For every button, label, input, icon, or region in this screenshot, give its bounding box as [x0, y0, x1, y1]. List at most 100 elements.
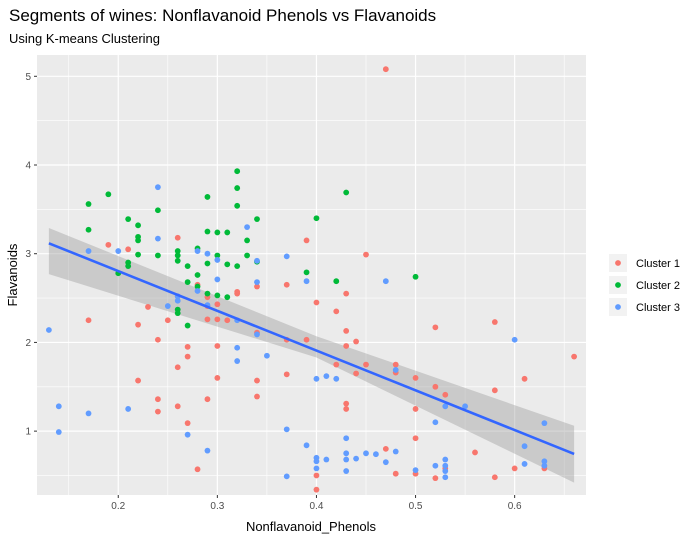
data-point-cluster-3	[234, 358, 241, 364]
data-point-cluster-1	[303, 336, 310, 343]
data-point-cluster-3	[323, 456, 330, 463]
data-point-cluster-1	[184, 420, 191, 427]
data-point-cluster-3	[283, 473, 290, 480]
data-point-cluster-3	[174, 297, 181, 304]
data-point-cluster-3	[541, 458, 548, 465]
data-point-cluster-3	[254, 279, 260, 285]
data-point-cluster-1	[303, 237, 310, 244]
data-point-cluster-2	[234, 263, 241, 270]
data-point-cluster-1	[135, 321, 141, 328]
data-point-cluster-3	[85, 248, 92, 254]
data-point-cluster-3	[333, 375, 340, 382]
data-point-cluster-3	[343, 468, 350, 474]
chart-title: Segments of wines: Nonflavanoid Phenols …	[9, 6, 436, 25]
data-point-cluster-1	[224, 317, 231, 324]
data-point-cluster-1	[214, 343, 221, 349]
y-tick-label: 5	[25, 72, 31, 83]
data-point-cluster-2	[224, 294, 231, 301]
data-point-cluster-1	[214, 375, 221, 381]
data-point-cluster-1	[333, 308, 340, 315]
data-point-cluster-2	[313, 215, 320, 222]
data-point-cluster-2	[85, 201, 92, 207]
data-point-cluster-3	[521, 443, 528, 450]
data-point-cluster-1	[442, 391, 449, 398]
data-point-cluster-1	[85, 317, 92, 324]
data-point-cluster-1	[511, 465, 518, 472]
confidence-band-layer	[48, 227, 575, 483]
data-point-cluster-1	[382, 445, 389, 452]
data-point-cluster-3	[511, 336, 518, 343]
data-point-cluster-1	[254, 393, 260, 400]
data-point-cluster-3	[204, 250, 211, 257]
data-point-cluster-3	[164, 303, 171, 309]
data-point-cluster-1	[432, 383, 439, 390]
data-point-cluster-3	[154, 235, 161, 242]
data-point-cluster-3	[442, 462, 449, 469]
data-point-cluster-3	[373, 451, 379, 458]
data-point-cluster-2	[184, 263, 191, 270]
data-point-cluster-1	[491, 387, 498, 394]
data-point-cluster-1	[234, 288, 241, 295]
data-point-cluster-3	[254, 331, 260, 338]
data-point-cluster-1	[154, 396, 161, 403]
data-point-cluster-2	[194, 272, 201, 278]
data-point-cluster-2	[234, 202, 241, 209]
y-tick-label: 4	[25, 161, 31, 172]
data-point-cluster-1	[343, 343, 350, 349]
data-point-cluster-1	[432, 475, 439, 482]
data-point-cluster-2	[194, 283, 201, 290]
legend-key-point	[615, 304, 621, 310]
data-point-cluster-3	[462, 403, 469, 410]
data-point-cluster-2	[224, 261, 231, 268]
data-point-cluster-2	[135, 237, 141, 244]
x-tick-label: 0.3	[210, 501, 224, 512]
legend-label-cluster-3: Cluster 3	[636, 302, 680, 314]
data-points	[45, 66, 578, 493]
x-axis-title: Nonflavanoid_Phenols	[246, 519, 377, 534]
data-point-cluster-2	[204, 290, 211, 297]
data-point-cluster-2	[85, 226, 92, 233]
data-point-cluster-2	[343, 189, 350, 196]
data-point-cluster-2	[204, 228, 211, 235]
x-tick-label: 0.6	[508, 501, 522, 512]
data-point-cluster-2	[303, 269, 310, 276]
chart-subtitle: Using K-means Clustering	[9, 31, 160, 46]
data-point-cluster-3	[154, 184, 161, 191]
x-axis-ticks: 0.2 0.3 0.4 0.5 0.6	[111, 495, 522, 512]
data-point-cluster-1	[204, 396, 211, 403]
data-point-cluster-3	[303, 278, 310, 285]
data-point-cluster-3	[45, 327, 52, 333]
data-point-cluster-2	[254, 216, 260, 223]
data-point-cluster-1	[412, 375, 419, 381]
data-point-cluster-2	[234, 185, 241, 191]
data-point-cluster-3	[55, 403, 62, 410]
data-point-cluster-1	[154, 336, 161, 343]
data-point-cluster-2	[204, 260, 211, 267]
data-point-cluster-1	[333, 361, 340, 368]
regression-line-layer	[48, 242, 575, 456]
data-point-cluster-1	[105, 241, 112, 248]
data-point-cluster-3	[353, 455, 359, 462]
data-point-cluster-3	[283, 426, 290, 433]
data-point-cluster-3	[214, 276, 221, 283]
data-point-cluster-2	[244, 252, 250, 259]
data-point-cluster-3	[382, 278, 389, 285]
data-point-cluster-3	[264, 352, 270, 359]
data-point-cluster-3	[313, 458, 320, 465]
data-point-cluster-1	[184, 343, 191, 350]
y-axis-ticks: 1 2 3 4 5	[25, 72, 37, 438]
data-point-cluster-1	[145, 304, 151, 310]
data-point-cluster-2	[412, 273, 419, 280]
data-point-cluster-3	[521, 461, 528, 467]
data-point-cluster-1	[254, 377, 260, 384]
data-point-cluster-3	[442, 456, 449, 463]
data-point-cluster-3	[214, 257, 221, 263]
data-point-cluster-1	[184, 353, 191, 360]
data-point-cluster-1	[491, 474, 498, 481]
data-point-cluster-2	[214, 229, 221, 236]
data-point-cluster-1	[125, 246, 132, 253]
data-point-cluster-1	[382, 66, 389, 73]
data-point-cluster-1	[491, 319, 498, 325]
data-point-cluster-1	[313, 486, 320, 493]
data-point-cluster-3	[194, 248, 201, 254]
